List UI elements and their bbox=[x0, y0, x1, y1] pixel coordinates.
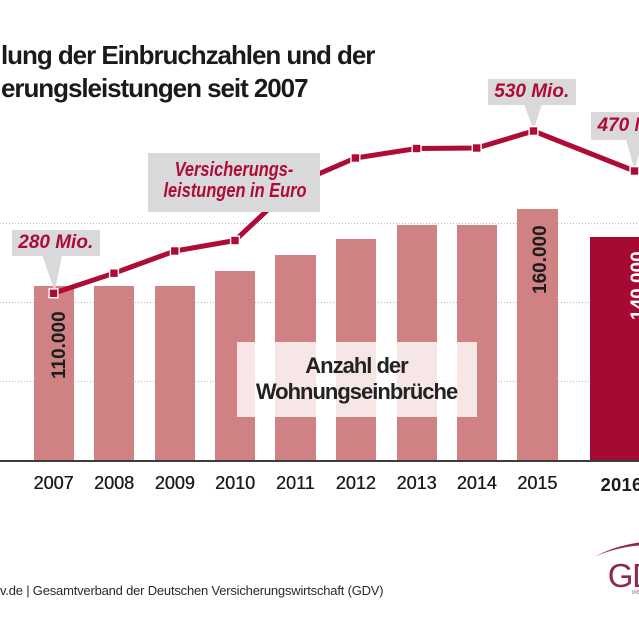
svg-text:GDV: GDV bbox=[608, 557, 639, 594]
svg-text:DIE DEUTSCHEN: DIE DEUTSCHEN bbox=[632, 590, 639, 595]
